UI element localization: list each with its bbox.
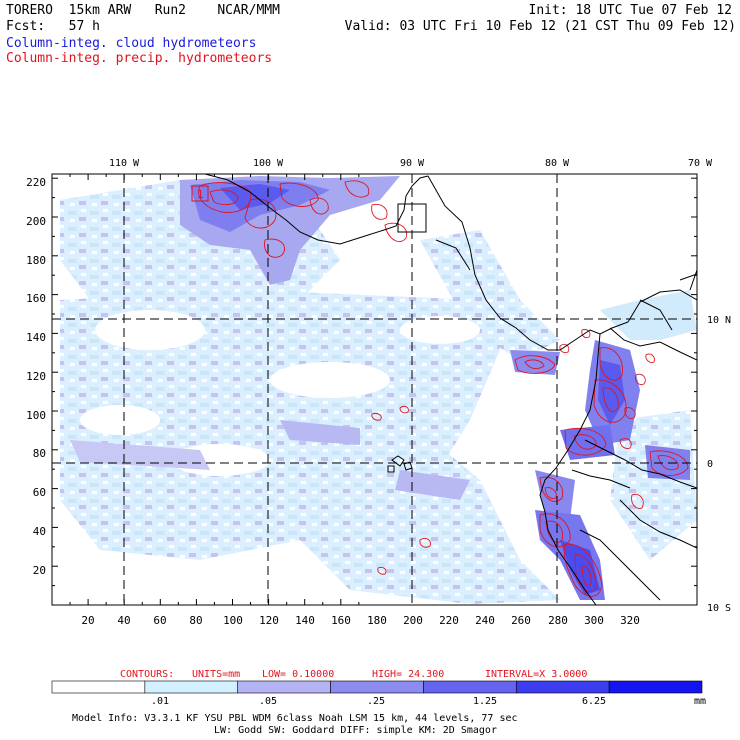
coastlines	[204, 174, 697, 605]
color-bar-tick-label: 6.25	[582, 696, 606, 707]
lon-label-110w: 110 W	[109, 158, 140, 169]
color-bar-segment	[51, 680, 146, 694]
lon-label-90w: 90 W	[400, 158, 425, 169]
model-info: Model Info: V3.3.1 KF YSU PBL WDM 6class…	[72, 713, 518, 736]
contour-info-low: LOW= 0.10000	[262, 669, 334, 680]
x-tick-label: 60	[153, 614, 166, 627]
axis-ticks	[51, 174, 697, 606]
color-bar-tick-label: .01	[151, 696, 169, 707]
x-tick-labels: 20 40 60 80 100 120 140 160 180 200 220 …	[81, 614, 640, 627]
contour-info-label: CONTOURS:	[120, 669, 174, 680]
x-tick-label: 280	[548, 614, 568, 627]
x-tick-label: 260	[511, 614, 531, 627]
contour-info-units: UNITS=mm	[192, 669, 240, 680]
color-bar-segment	[515, 680, 610, 694]
x-tick-label: 120	[259, 614, 279, 627]
color-bar-tick-label: .25	[367, 696, 385, 707]
y-tick-label: 200	[26, 215, 46, 228]
y-tick-label: 160	[26, 292, 46, 305]
top-lon-labels: 110 W 100 W 90 W 80 W 70 W	[109, 158, 713, 169]
x-tick-label: 100	[223, 614, 243, 627]
x-tick-label: 20	[81, 614, 94, 627]
x-tick-label: 40	[117, 614, 130, 627]
x-tick-label: 200	[403, 614, 423, 627]
color-bar-segment	[330, 680, 424, 694]
valid-time: Valid: 03 UTC Fri 10 Feb 12 (21 CST Thu …	[344, 19, 736, 34]
precip-contours	[198, 180, 689, 597]
color-bar-segment	[237, 680, 331, 694]
y-tick-label: 20	[33, 564, 46, 577]
model-info-line2: LW: Godd SW: Goddard DIFF: simple KM: 2D…	[214, 725, 497, 736]
model-info-line1: Model Info: V3.3.1 KF YSU PBL WDM 6class…	[72, 713, 518, 724]
contour-info: CONTOURS: UNITS=mm LOW= 0.10000 HIGH= 24…	[120, 669, 587, 680]
field-precip-label: Column-integ. precip. hydrometeors	[6, 51, 273, 66]
contour-info-high: HIGH= 24.300	[372, 669, 444, 680]
y-tick-labels: 220 200 180 160 140 120 100 80 60 40 20	[26, 176, 46, 577]
region-box-label: 1	[197, 188, 204, 201]
x-tick-label: 300	[584, 614, 604, 627]
plot-frame	[51, 173, 698, 606]
lat-label-10n: 10 N	[707, 315, 731, 326]
x-tick-label: 240	[475, 614, 495, 627]
x-tick-label: 180	[367, 614, 387, 627]
x-tick-label: 160	[331, 614, 351, 627]
lon-label-70w: 70 W	[688, 158, 713, 169]
color-bar-unit: mm	[694, 696, 706, 707]
x-tick-label: 140	[295, 614, 315, 627]
lat-label-0: 0	[707, 459, 713, 470]
init-time: Init: 18 UTC Tue 07 Feb 12	[528, 3, 733, 18]
region-box	[191, 185, 209, 202]
y-tick-label: 220	[26, 176, 46, 189]
forecast-hour: Fcst: 57 h	[6, 19, 100, 34]
y-tick-label: 60	[33, 486, 46, 499]
y-tick-label: 80	[33, 447, 46, 460]
field-cloud-label: Column-integ. cloud hydrometeors	[6, 36, 257, 51]
x-tick-label: 220	[439, 614, 459, 627]
lat-label-10s: 10 S	[707, 603, 731, 614]
contour-info-interval: INTERVAL=X 3.0000	[485, 669, 587, 680]
y-tick-label: 120	[26, 370, 46, 383]
x-tick-label: 320	[620, 614, 640, 627]
lat-lon-grid	[52, 174, 697, 605]
run-title: TORERO 15km ARW Run2 NCAR/MMM	[6, 3, 280, 18]
y-tick-label: 180	[26, 254, 46, 267]
y-tick-label: 100	[26, 409, 46, 422]
lon-label-100w: 100 W	[253, 158, 284, 169]
y-tick-label: 140	[26, 331, 46, 344]
cloud-field	[60, 176, 697, 604]
color-bar-segment	[144, 680, 239, 694]
right-lat-labels: 10 N 0 10 S	[707, 315, 731, 614]
lon-label-80w: 80 W	[545, 158, 570, 169]
color-bar-segment	[423, 680, 517, 694]
color-bar-segment	[608, 680, 703, 694]
color-bar	[51, 680, 703, 694]
color-bar-tick-label: 1.25	[473, 696, 497, 707]
color-bar-labels: .01 .05 .25 1.25 6.25 mm	[151, 696, 706, 707]
x-tick-label: 80	[189, 614, 202, 627]
y-tick-label: 40	[33, 525, 46, 538]
color-bar-tick-label: .05	[259, 696, 277, 707]
